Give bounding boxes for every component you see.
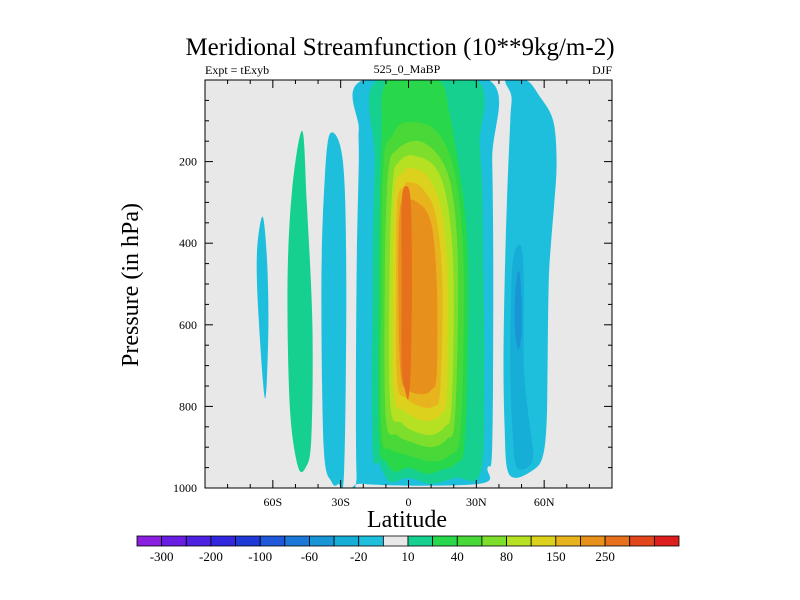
contour-regions [256, 80, 557, 488]
colorbar-label: -200 [199, 549, 223, 564]
colorbar-swatch [210, 535, 236, 547]
colorbar-swatch [555, 535, 581, 547]
colorbar-swatch [580, 535, 606, 547]
y-tick-label: 1000 [173, 481, 197, 495]
contour-region [256, 216, 269, 399]
x-tick-label: 30S [331, 495, 350, 509]
contour-region [287, 130, 313, 473]
colorbar-swatch [456, 535, 483, 547]
colorbar-swatch [136, 535, 163, 547]
chart-title: Meridional Streamfunction (10**9kg/m-2) [185, 34, 614, 61]
colorbar-label: -100 [248, 549, 272, 564]
contour-region [321, 132, 347, 488]
y-tick-label: 200 [179, 155, 197, 169]
colorbar-label: -60 [301, 549, 318, 564]
colorbar-swatch [333, 535, 360, 547]
x-tick-label: 0 [406, 495, 412, 509]
plot-area: 60S 30S 0 30N 60N 200 400 600 800 1000 [173, 79, 613, 509]
colorbar-swatch [358, 535, 384, 547]
x-tick-label: 60N [534, 495, 555, 509]
colorbar-swatch [481, 535, 507, 547]
y-tick-label: 800 [179, 399, 197, 413]
colorbar-swatch [235, 535, 261, 547]
x-tick-label: 60S [263, 495, 282, 509]
x-axis: 60S 30S 0 30N 60N [227, 80, 590, 509]
contour-region [401, 186, 412, 400]
colorbar-label: 40 [451, 549, 464, 564]
colorbar-swatch [309, 535, 335, 547]
experiment-subtitle: Expt = tExyb [205, 63, 269, 77]
colorbar-swatch [284, 535, 310, 547]
y-axis: 200 400 600 800 1000 [173, 99, 612, 495]
colorbar-swatch [629, 535, 655, 547]
y-tick-label: 600 [179, 318, 197, 332]
period-subtitle: 525_0_MaBP [374, 62, 441, 76]
y-tick-label: 400 [179, 236, 197, 250]
y-axis-label: Pressure (in hPa) [118, 203, 144, 367]
colorbar-swatch [259, 535, 286, 547]
colorbar-label: 150 [546, 549, 566, 564]
colorbar: -300 -200 -100 -60 -20 10 40 80 150 250 [136, 535, 680, 564]
colorbar-label: -20 [350, 549, 367, 564]
colorbar-swatch [432, 535, 458, 547]
colorbar-swatch [653, 535, 680, 547]
colorbar-swatch [382, 535, 409, 547]
colorbar-label: 10 [402, 549, 415, 564]
colorbar-swatch [407, 535, 434, 547]
colorbar-swatch [161, 535, 187, 547]
colorbar-label: 250 [595, 549, 615, 564]
colorbar-swatch [185, 535, 212, 547]
colorbar-swatch [530, 535, 557, 547]
colorbar-label: 80 [500, 549, 513, 564]
x-tick-label: 30N [466, 495, 487, 509]
x-axis-label: Latitude [367, 507, 447, 533]
colorbar-swatch [604, 535, 631, 547]
contour-region [514, 271, 522, 350]
colorbar-swatch [506, 535, 532, 547]
season-subtitle: DJF [592, 63, 612, 77]
colorbar-label: -300 [150, 549, 174, 564]
